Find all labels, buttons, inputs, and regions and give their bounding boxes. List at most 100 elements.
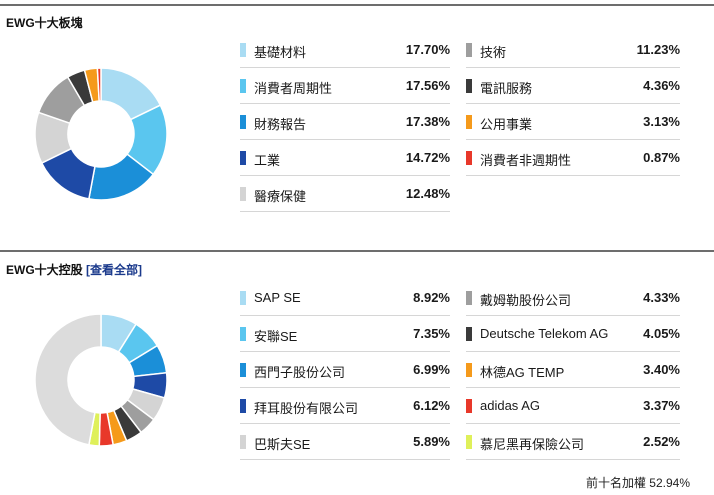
color-swatch xyxy=(240,291,246,305)
legend-label: 林德AG TEMP xyxy=(480,365,565,380)
legend-label: adidas AG xyxy=(480,398,540,413)
row-divider xyxy=(466,387,680,388)
section-divider xyxy=(0,4,714,6)
color-swatch xyxy=(240,79,246,93)
color-swatch xyxy=(466,399,472,413)
row-divider xyxy=(466,351,680,352)
legend-value: 6.99% xyxy=(413,362,450,377)
legend-value: 17.70% xyxy=(405,42,450,57)
legend-label: 消費者非週期性 xyxy=(480,153,572,168)
row-divider xyxy=(240,423,450,424)
legend-label: 財務報告 xyxy=(254,117,307,132)
color-swatch xyxy=(466,291,472,305)
legend-row: 拜耳股份有限公司 6.12% xyxy=(240,388,450,424)
legend-label: 巴斯夫SE xyxy=(254,437,311,452)
legend-row: adidas AG 3.37% xyxy=(466,388,680,424)
color-swatch xyxy=(240,363,246,377)
legend-label: 消費者周期性 xyxy=(254,81,333,96)
legend-label: 醫療保健 xyxy=(254,189,307,204)
color-swatch xyxy=(466,115,472,129)
row-divider xyxy=(466,67,680,68)
color-swatch xyxy=(240,43,246,57)
legend-value: 0.87% xyxy=(643,150,680,165)
row-divider xyxy=(240,315,450,316)
row-divider xyxy=(240,67,450,68)
legend-value: 8.92% xyxy=(413,290,450,305)
legend-row: 西門子股份公司 6.99% xyxy=(240,352,450,388)
sectors-donut-chart xyxy=(34,67,168,201)
legend-row: 基礎材料 17.70% xyxy=(240,32,450,68)
legend-label: 慕尼黑再保險公司 xyxy=(480,437,585,452)
row-divider xyxy=(466,459,680,460)
legend-value: 5.89% xyxy=(413,434,450,449)
legend-value: 11.23% xyxy=(636,42,680,57)
legend-label: 拜耳股份有限公司 xyxy=(254,401,359,416)
color-swatch xyxy=(466,43,472,57)
sectors-title: EWG十大板塊 xyxy=(6,16,83,30)
section-divider xyxy=(0,250,714,252)
color-swatch xyxy=(240,435,246,449)
row-divider xyxy=(240,103,450,104)
legend-label: 公用事業 xyxy=(480,117,533,132)
legend-row: 工業 14.72% xyxy=(240,140,450,176)
legend-value: 17.56% xyxy=(405,78,450,93)
top-ten-weight-total: 前十名加權 52.94% xyxy=(585,476,690,490)
legend-label: 安聯SE xyxy=(254,329,298,344)
legend-label: 技術 xyxy=(480,45,507,60)
legend-row: 醫療保健 12.48% xyxy=(240,176,450,212)
row-divider xyxy=(240,459,450,460)
legend-label: 工業 xyxy=(254,153,281,168)
legend-value: 4.05% xyxy=(643,326,680,341)
color-swatch xyxy=(240,115,246,129)
holdings-donut-chart xyxy=(34,313,168,447)
legend-label: Deutsche Telekom AG xyxy=(480,326,609,341)
color-swatch xyxy=(466,363,472,377)
row-divider xyxy=(466,103,680,104)
color-swatch xyxy=(466,435,472,449)
color-swatch xyxy=(466,151,472,165)
legend-label: 戴姆勒股份公司 xyxy=(480,293,572,308)
color-swatch xyxy=(466,79,472,93)
legend-row: 林德AG TEMP 3.40% xyxy=(466,352,680,388)
row-divider xyxy=(240,139,450,140)
legend-value: 3.40% xyxy=(643,362,680,377)
legend-row: 戴姆勒股份公司 4.33% xyxy=(466,280,680,316)
legend-value: 17.38% xyxy=(405,114,450,129)
view-all-link[interactable]: [查看全部] xyxy=(86,263,143,277)
legend-label: 電訊服務 xyxy=(480,81,533,96)
sectors-section: EWG十大板塊 基礎材料 17.70% 消費者周期性 17.56% 財務報告 17.38%… xyxy=(0,4,714,230)
legend-row: 消費者周期性 17.56% xyxy=(240,68,450,104)
legend-row: SAP SE 8.92% xyxy=(240,280,450,316)
color-swatch xyxy=(240,187,246,201)
color-swatch xyxy=(240,327,246,341)
holdings-section: EWG十大控股 [查看全部] SAP SE 8.92% 安聯SE 7.35% 西門子股份… xyxy=(0,250,714,495)
legend-label: 基礎材料 xyxy=(254,45,307,60)
row-divider xyxy=(466,315,680,316)
row-divider xyxy=(240,175,450,176)
legend-value: 12.48% xyxy=(405,186,450,201)
legend-row: 慕尼黑再保險公司 2.52% xyxy=(466,424,680,460)
row-divider xyxy=(466,139,680,140)
legend-value: 4.36% xyxy=(643,78,680,93)
legend-row: Deutsche Telekom AG 4.05% xyxy=(466,316,680,352)
row-divider xyxy=(240,387,450,388)
holdings-title-row: EWG十大控股 [查看全部] xyxy=(6,261,142,278)
legend-row: 技術 11.23% xyxy=(466,32,680,68)
legend-row: 電訊服務 4.36% xyxy=(466,68,680,104)
color-swatch xyxy=(240,399,246,413)
legend-value: 3.13% xyxy=(643,114,680,129)
row-divider xyxy=(240,211,450,212)
donut-remainder-slice xyxy=(34,313,102,446)
legend-value: 7.35% xyxy=(413,326,450,341)
legend-label: SAP SE xyxy=(254,290,301,305)
row-divider xyxy=(240,351,450,352)
donut-slice xyxy=(96,67,102,102)
holdings-title: EWG十大控股 xyxy=(6,263,83,277)
color-swatch xyxy=(466,327,472,341)
legend-label: 西門子股份公司 xyxy=(254,365,346,380)
legend-row: 消費者非週期性 0.87% xyxy=(466,140,680,176)
row-divider xyxy=(466,423,680,424)
legend-row: 安聯SE 7.35% xyxy=(240,316,450,352)
legend-row: 財務報告 17.38% xyxy=(240,104,450,140)
legend-row: 巴斯夫SE 5.89% xyxy=(240,424,450,460)
